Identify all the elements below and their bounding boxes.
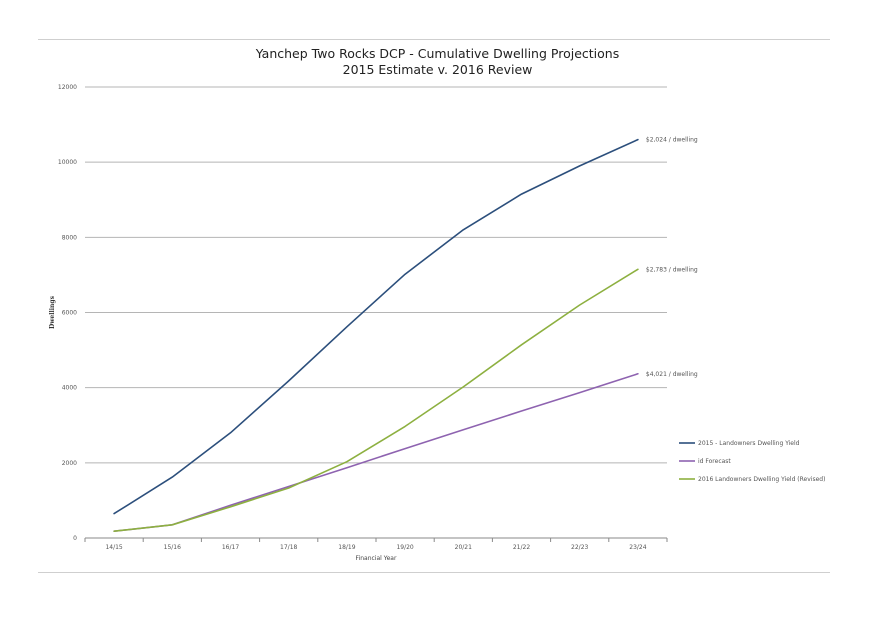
legend-label: 2016 Landowners Dwelling Yield (Revised) — [698, 476, 825, 483]
x-tick-label: 20/21 — [455, 544, 472, 551]
series-line-3 — [113, 268, 639, 533]
x-tick-label: 19/20 — [396, 544, 413, 551]
y-tick-label: 8000 — [62, 234, 77, 241]
x-tick-label: 17/18 — [280, 544, 297, 551]
bottom-rule — [38, 572, 830, 573]
legend-label: 2015 - Landowners Dwelling Yield — [698, 440, 800, 447]
y-tick-label: 2000 — [62, 460, 77, 467]
y-tick-label: 6000 — [62, 310, 77, 317]
x-tick-label: 15/16 — [164, 544, 181, 551]
x-tick-label: 14/15 — [105, 544, 122, 551]
legend-label: id Forecast — [698, 458, 731, 465]
x-tick-label: 16/17 — [222, 544, 239, 551]
series-line-2 — [113, 372, 639, 533]
series-end-label: $2,783 / dwelling — [646, 266, 698, 273]
x-tick-label: 21/22 — [513, 544, 530, 551]
series-line-1 — [113, 138, 639, 515]
y-tick-label: 0 — [73, 535, 77, 542]
y-tick-label: 10000 — [58, 159, 77, 166]
series-end-label: $4,021 / dwelling — [646, 371, 698, 378]
x-tick-label: 22/23 — [571, 544, 588, 551]
series-end-label: $2,024 / dwelling — [646, 137, 698, 144]
chart-title: Yanchep Two Rocks DCP - Cumulative Dwell… — [255, 46, 620, 61]
y-axis-title: Dwellings — [49, 295, 56, 329]
x-axis-title: Financial Year — [356, 555, 397, 562]
y-tick-label: 4000 — [62, 385, 77, 392]
y-tick-label: 12000 — [58, 84, 77, 91]
top-rule — [38, 39, 830, 40]
chart-subtitle: 2015 Estimate v. 2016 Review — [342, 62, 533, 77]
x-tick-label: 18/19 — [338, 544, 355, 551]
x-tick-label: 23/24 — [629, 544, 646, 551]
